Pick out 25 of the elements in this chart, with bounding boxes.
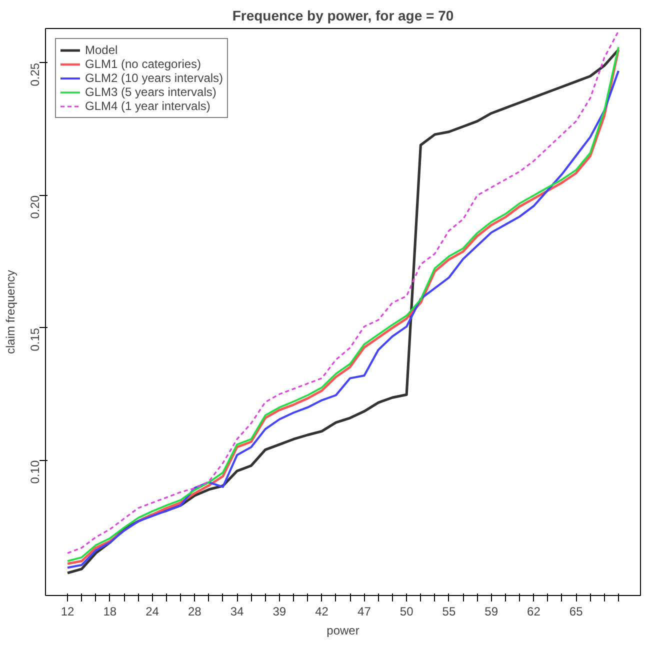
x-tick-label: 62 xyxy=(527,604,541,618)
x-tick-label: 42 xyxy=(315,604,329,618)
x-tick-label: 65 xyxy=(569,604,584,618)
x-tick-label: 12 xyxy=(60,604,75,618)
y-tick-label: 0.10 xyxy=(28,460,42,484)
y-axis-title: claim frequency xyxy=(4,270,18,354)
y-tick-label: 0.25 xyxy=(28,62,42,86)
legend-label: GLM3 (5 years intervals) xyxy=(85,85,216,99)
chart-title: Frequence by power, for age = 70 xyxy=(232,8,454,24)
legend-label: Model xyxy=(85,43,118,57)
x-tick-label: 59 xyxy=(484,604,498,618)
x-tick-label: 18 xyxy=(103,604,117,618)
x-tick-label: 24 xyxy=(146,604,160,618)
x-axis-title: power xyxy=(326,624,360,638)
legend-label: GLM1 (no categories) xyxy=(85,57,202,71)
x-tick-label: 34 xyxy=(230,604,244,618)
x-tick-label: 55 xyxy=(442,604,456,618)
x-tick-label: 47 xyxy=(358,604,372,618)
x-tick-label: 39 xyxy=(272,604,286,618)
x-tick-label: 28 xyxy=(188,604,202,618)
y-tick-label: 0.15 xyxy=(28,328,42,352)
legend-label: GLM4 (1 year intervals) xyxy=(85,99,210,113)
legend-label: GLM2 (10 years intervals) xyxy=(85,71,224,85)
x-tick-label: 50 xyxy=(400,604,414,618)
y-tick-label: 0.20 xyxy=(28,195,42,219)
